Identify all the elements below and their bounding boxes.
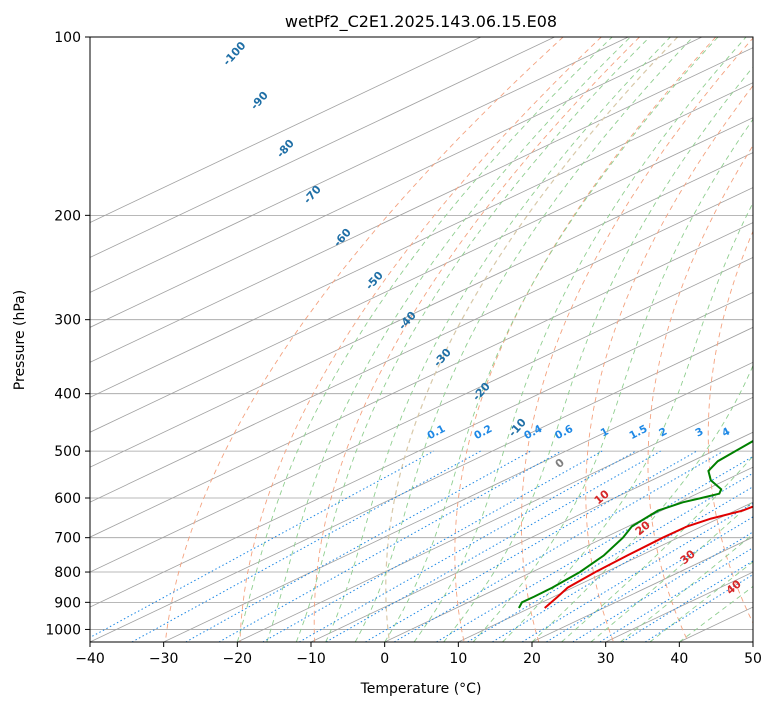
x-tick-label: −40 — [75, 651, 105, 667]
x-axis-label: Temperature (°C) — [360, 681, 482, 697]
y-tick-label: 500 — [54, 444, 81, 460]
x-tick-label: 30 — [597, 651, 615, 667]
x-tick-label: 40 — [670, 651, 688, 667]
x-tick-label: −30 — [149, 651, 179, 667]
x-tick-label: 0 — [380, 651, 389, 667]
y-tick-label: 400 — [54, 387, 81, 403]
y-tick-label: 900 — [54, 595, 81, 611]
x-tick-label: 10 — [449, 651, 467, 667]
chart-title: wetPf2_C2E1.2025.143.06.15.E08 — [285, 12, 557, 32]
x-tick-label: 20 — [523, 651, 541, 667]
y-tick-label: 700 — [54, 531, 81, 547]
y-axis-label: Pressure (hPa) — [12, 290, 28, 390]
y-tick-label: 600 — [54, 491, 81, 507]
y-tick-label: 300 — [54, 313, 81, 329]
y-tick-label: 100 — [54, 30, 81, 46]
x-tick-label: 50 — [744, 651, 762, 667]
x-tick-label: −20 — [223, 651, 253, 667]
y-tick-label: 200 — [54, 208, 81, 224]
y-tick-label: 1000 — [45, 622, 81, 638]
x-tick-label: −10 — [296, 651, 326, 667]
y-tick-label: 800 — [54, 565, 81, 581]
